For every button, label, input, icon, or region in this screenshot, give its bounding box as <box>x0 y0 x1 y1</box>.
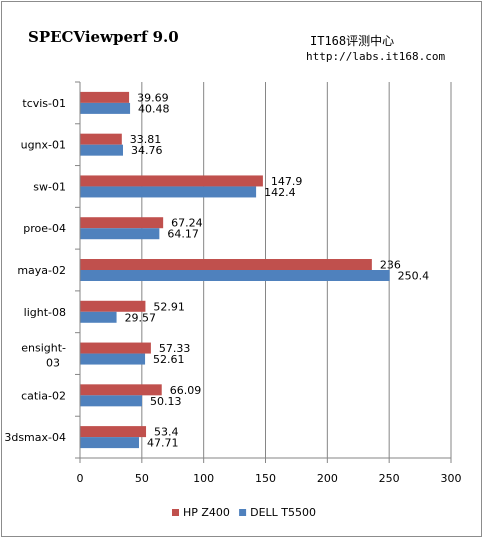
data-label: 142.4 <box>264 186 296 199</box>
legend-swatch <box>172 509 179 516</box>
data-label: 53.4 <box>154 426 179 439</box>
bar <box>80 426 147 438</box>
x-tick-label: 0 <box>77 472 84 485</box>
bar <box>80 175 263 187</box>
category-label: light-08 <box>24 306 66 319</box>
bar <box>80 384 162 396</box>
data-label: 57.33 <box>159 342 191 355</box>
bar <box>80 91 130 103</box>
bar <box>80 300 146 312</box>
data-label: 66.09 <box>170 384 202 397</box>
bar <box>80 259 372 270</box>
category-label: sw-01 <box>33 180 66 193</box>
category-label: proe-04 <box>23 222 66 235</box>
bar <box>80 437 140 449</box>
bar <box>80 311 117 323</box>
bar <box>80 133 122 145</box>
category-label: catia-02 <box>21 389 66 402</box>
bar <box>80 186 257 198</box>
bar <box>80 228 160 240</box>
legend-label: DELL T5500 <box>250 506 316 519</box>
bar <box>80 217 164 229</box>
x-tick-label: 150 <box>255 472 276 485</box>
category-label: 03 <box>46 357 60 370</box>
data-label: 250.4 <box>398 270 430 283</box>
category-label: ugnx-01 <box>21 139 66 152</box>
data-label: 40.48 <box>138 102 170 115</box>
site-url: http://labs.it168.com <box>306 50 446 63</box>
data-label: 47.71 <box>147 437 179 450</box>
bar <box>80 144 123 156</box>
data-label: 52.61 <box>153 353 185 366</box>
data-label: 39.69 <box>137 91 169 104</box>
data-label: 29.57 <box>125 311 157 324</box>
data-label: 67.24 <box>171 217 203 230</box>
data-label: 64.17 <box>167 228 199 241</box>
bar <box>80 353 146 365</box>
bar <box>80 395 142 407</box>
legend-label: HP Z400 <box>183 506 230 519</box>
data-label: 52.91 <box>153 300 185 313</box>
bar <box>80 102 131 114</box>
bar <box>80 270 390 281</box>
category-label: maya-02 <box>17 264 66 277</box>
chart-title: SPECViewperf 9.0 <box>28 28 179 46</box>
x-tick-label: 100 <box>193 472 214 485</box>
bar <box>80 342 151 354</box>
data-label: 147.9 <box>271 175 303 188</box>
x-tick-label: 50 <box>135 472 149 485</box>
x-tick-label: 200 <box>317 472 338 485</box>
data-label: 50.13 <box>150 395 182 408</box>
x-tick-label: 250 <box>379 472 400 485</box>
site-name: IT168评测中心 <box>310 34 395 48</box>
category-label: ensight- <box>21 342 66 355</box>
legend-swatch <box>239 509 247 516</box>
x-tick-label: 300 <box>441 472 462 485</box>
data-label: 34.76 <box>131 144 163 157</box>
data-label: 33.81 <box>130 133 162 146</box>
category-label: tcvis-01 <box>22 97 66 110</box>
category-label: 3dsmax-04 <box>4 431 66 444</box>
data-label: 236 <box>380 259 401 272</box>
